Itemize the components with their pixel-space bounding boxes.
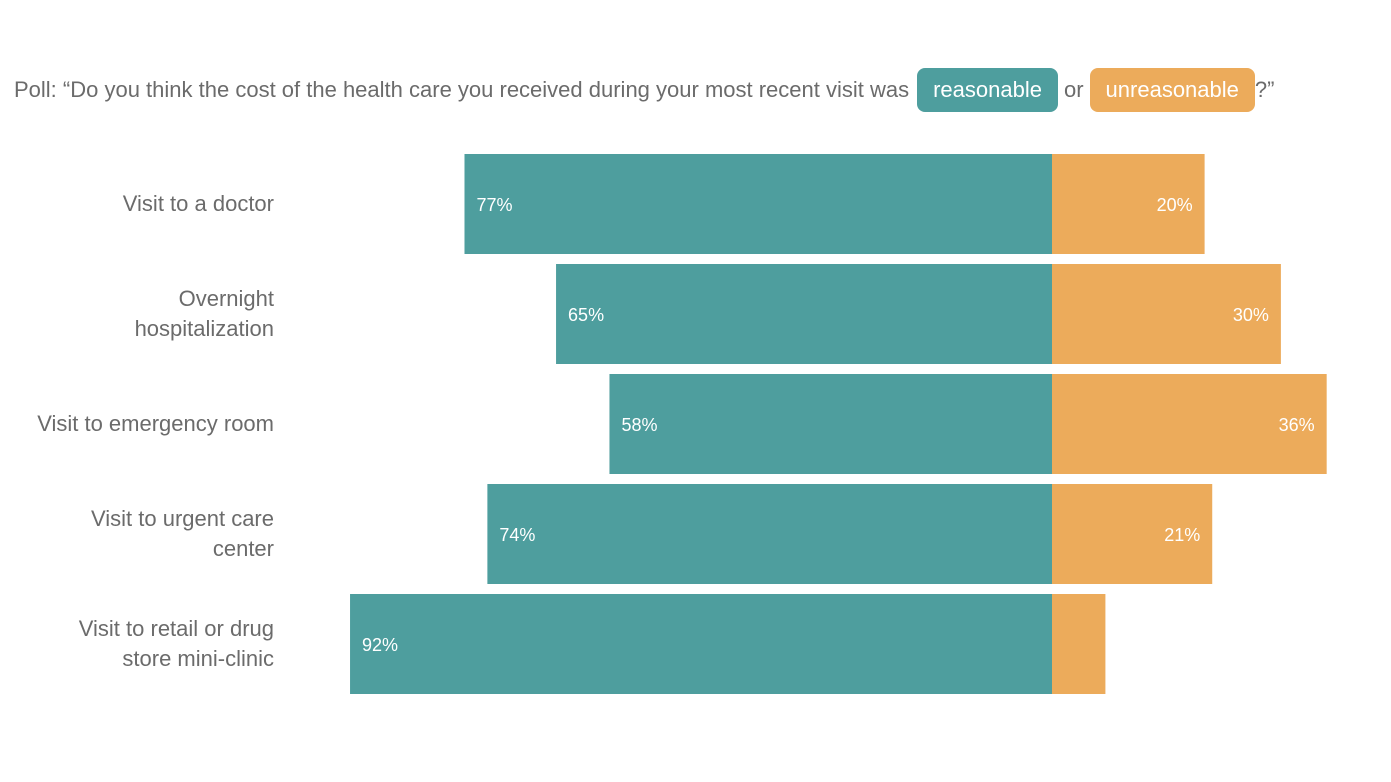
legend-unreasonable: unreasonable: [1089, 68, 1255, 112]
title-suffix: ?”: [1254, 77, 1275, 102]
value-label-unreasonable: 20%: [1157, 195, 1193, 215]
bar-unreasonable: [1052, 154, 1205, 254]
chart-title: Poll: “Do you think the cost of the heal…: [14, 68, 1274, 112]
value-label-reasonable: 92%: [362, 635, 398, 655]
bar-reasonable: [487, 484, 1052, 584]
bar-reasonable: [464, 154, 1052, 254]
bar-unreasonable: [1052, 264, 1281, 364]
bar-unreasonable: [1052, 374, 1327, 474]
category-label: Visit to urgent care: [91, 506, 274, 531]
category-label: hospitalization: [135, 316, 274, 341]
value-label-reasonable: 77%: [476, 195, 512, 215]
title-middle: or: [1063, 77, 1084, 102]
category-label: Overnight: [179, 286, 274, 311]
bar-reasonable: [556, 264, 1052, 364]
value-label-reasonable: 58%: [621, 415, 657, 435]
bar-reasonable: [609, 374, 1052, 474]
value-label-unreasonable: 36%: [1279, 415, 1315, 435]
legend-reasonable: reasonable: [917, 68, 1058, 112]
value-label-reasonable: 65%: [568, 305, 604, 325]
category-label: Visit to emergency room: [37, 411, 274, 436]
category-label: Visit to retail or drug: [79, 616, 274, 641]
title-prefix: Poll: “Do you think the cost of the heal…: [14, 77, 910, 102]
category-label: store mini-clinic: [122, 646, 274, 671]
value-label-unreasonable: 21%: [1164, 525, 1200, 545]
category-label: center: [213, 536, 274, 561]
bar-unreasonable: [1052, 484, 1213, 584]
value-label-unreasonable: 30%: [1233, 305, 1269, 325]
bar-unreasonable: [1052, 594, 1106, 694]
value-label-reasonable: 74%: [499, 525, 535, 545]
bar-reasonable: [350, 594, 1052, 694]
category-label: Visit to a doctor: [123, 191, 274, 216]
